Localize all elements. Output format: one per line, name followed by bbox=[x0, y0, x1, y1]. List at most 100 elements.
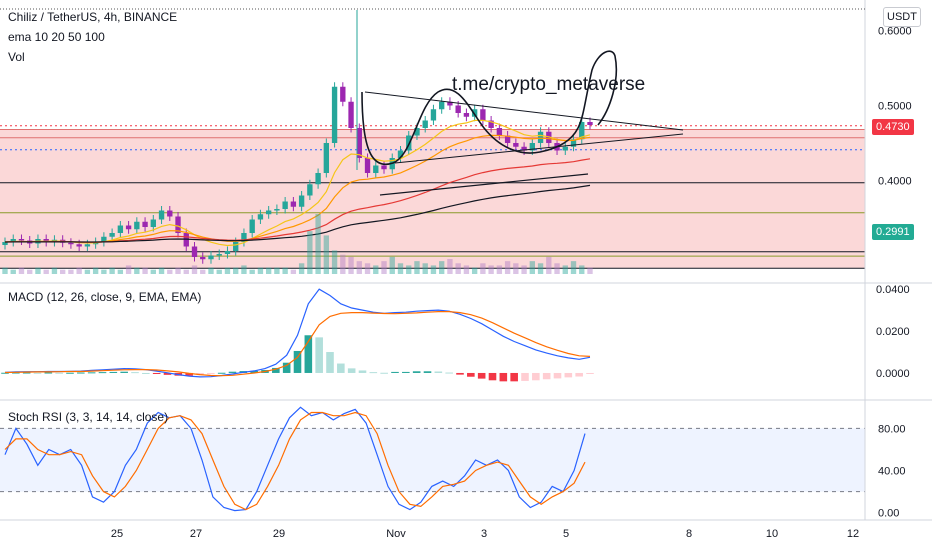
symbol-title: Chiliz / TetherUS, 4h, BINANCE bbox=[8, 10, 178, 24]
volume-bar bbox=[562, 265, 568, 274]
macd-histogram-bar bbox=[326, 352, 334, 373]
volume-bar bbox=[2, 267, 8, 274]
supply-demand-zone bbox=[0, 129, 865, 269]
candle-body bbox=[356, 128, 362, 158]
candle-body bbox=[274, 209, 280, 211]
candle-body bbox=[480, 109, 486, 121]
volume-bar bbox=[488, 265, 494, 274]
macd-legend: MACD (12, 26, close, 9, EMA, EMA) bbox=[8, 290, 202, 304]
candle-body bbox=[191, 246, 198, 257]
macd-histogram-bar bbox=[228, 371, 237, 373]
candle-body bbox=[504, 135, 511, 143]
volume-bar bbox=[471, 267, 478, 274]
volume-bar bbox=[414, 261, 420, 274]
stoch-d-line bbox=[4, 411, 586, 511]
candle-body bbox=[117, 225, 124, 233]
macd-histogram-bar bbox=[33, 372, 42, 374]
volume-bar bbox=[373, 265, 379, 274]
macd-histogram-bar bbox=[369, 372, 378, 374]
price-pane[interactable] bbox=[0, 10, 865, 269]
volume-bar bbox=[274, 267, 280, 274]
currency-button[interactable]: USDT bbox=[883, 7, 921, 27]
candle-body bbox=[200, 257, 206, 260]
macd-histogram-bar bbox=[77, 372, 85, 374]
candle-body bbox=[570, 139, 577, 147]
volume-bar bbox=[529, 261, 536, 274]
stoch-tick-label: 40.00 bbox=[878, 466, 906, 478]
macd-histogram-bar bbox=[98, 372, 107, 374]
macd-histogram-bar bbox=[142, 372, 150, 374]
candle-body bbox=[208, 255, 214, 260]
candle-body bbox=[298, 195, 305, 207]
macd-histogram-bar bbox=[456, 372, 464, 375]
volume-bar bbox=[587, 267, 593, 274]
time-tick-label: Nov bbox=[386, 528, 406, 540]
macd-histogram-bar bbox=[467, 372, 475, 377]
volume-bar bbox=[241, 265, 247, 274]
time-tick-label: 3 bbox=[481, 528, 487, 540]
volume-bar bbox=[298, 263, 305, 274]
candle-body bbox=[348, 101, 354, 128]
volume-bar bbox=[323, 235, 330, 274]
price-tick-label: 0.4000 bbox=[878, 176, 912, 188]
stoch-rsi-pane[interactable] bbox=[0, 406, 865, 512]
volume-bar bbox=[381, 261, 387, 274]
volume-bar bbox=[76, 267, 82, 274]
candle-body bbox=[455, 105, 461, 113]
macd-tick-label: 0.0000 bbox=[876, 368, 910, 380]
volume-bar bbox=[117, 269, 124, 274]
time-tick-label: 29 bbox=[273, 528, 285, 540]
candle-body bbox=[422, 120, 428, 128]
stoch-tick-label: 80.00 bbox=[878, 423, 906, 435]
volume-bar bbox=[84, 269, 91, 274]
candle-body bbox=[439, 101, 445, 110]
macd-histogram-bar bbox=[337, 363, 345, 373]
macd-histogram-bar bbox=[434, 371, 443, 373]
candle-body bbox=[537, 131, 544, 143]
candle-body bbox=[307, 184, 313, 196]
macd-histogram-bar bbox=[44, 372, 53, 374]
candle-body bbox=[125, 225, 132, 230]
volume-bar bbox=[142, 267, 148, 274]
volume-bar bbox=[183, 269, 189, 274]
volume-bar bbox=[340, 254, 346, 274]
volume-bar bbox=[579, 265, 585, 274]
candle-body bbox=[249, 219, 255, 233]
candle-body bbox=[488, 120, 494, 128]
support-price-badge: 0.2991 bbox=[872, 224, 914, 240]
macd-histogram-bar bbox=[282, 362, 291, 373]
candle-body bbox=[397, 150, 404, 158]
candle-body bbox=[331, 86, 338, 143]
volume-bar bbox=[455, 263, 461, 274]
candle-body bbox=[471, 109, 478, 117]
candle-body bbox=[315, 173, 321, 185]
candle-body bbox=[2, 242, 8, 245]
macd-histogram-bar bbox=[477, 372, 486, 379]
volume-bar bbox=[463, 265, 470, 274]
volume-bar bbox=[537, 263, 544, 274]
candle-body bbox=[134, 221, 140, 230]
user-drawings[interactable] bbox=[361, 50, 684, 196]
stoch-band-fill bbox=[0, 428, 865, 492]
volume-bar bbox=[570, 261, 577, 274]
ema-100-line bbox=[4, 184, 591, 243]
candle-body bbox=[463, 113, 470, 117]
candle-body bbox=[414, 128, 420, 136]
candle-body bbox=[513, 143, 519, 147]
stoch-rsi-legend: Stoch RSI (3, 3, 14, 14, close) bbox=[8, 410, 169, 424]
macd-histogram-bar bbox=[22, 372, 31, 374]
candle-body bbox=[76, 244, 82, 247]
volume-bar bbox=[257, 267, 264, 274]
triangle-lower-trendline bbox=[394, 133, 684, 164]
volume-bar bbox=[18, 267, 25, 274]
macd-pane[interactable] bbox=[1, 288, 594, 382]
volume-bar bbox=[10, 269, 16, 274]
candle-body bbox=[529, 143, 536, 151]
volume-bar bbox=[68, 269, 74, 274]
candle-body bbox=[290, 201, 297, 207]
volume-bar bbox=[331, 250, 338, 274]
candle-body bbox=[18, 239, 25, 241]
time-tick-label: 27 bbox=[190, 528, 202, 540]
